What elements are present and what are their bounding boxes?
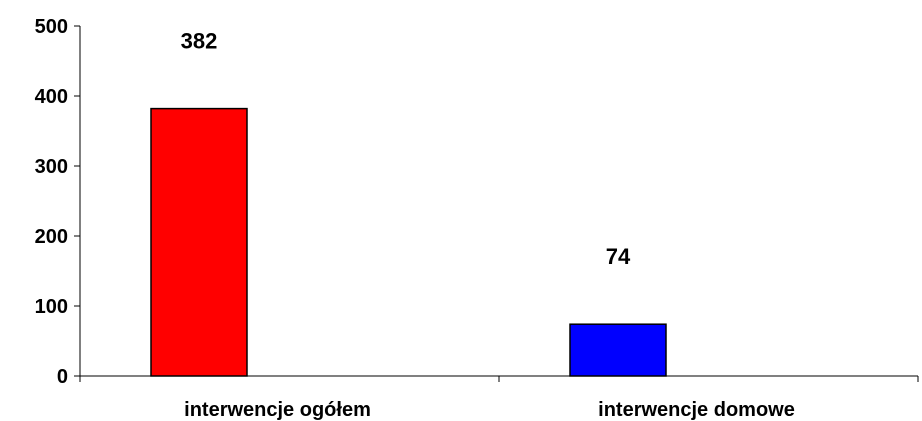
bar	[569, 323, 667, 377]
y-tick-label: 0	[57, 366, 68, 388]
y-tick-label: 400	[35, 86, 68, 108]
x-category-label: interwencje ogółem	[184, 399, 371, 421]
bar-value-label: 382	[181, 29, 218, 54]
y-tick-label: 200	[35, 226, 68, 248]
y-tick-label: 100	[35, 296, 68, 318]
bar	[150, 107, 248, 377]
x-category-label: interwencje domowe	[598, 399, 795, 421]
data-labels: 382 74	[181, 29, 631, 270]
y-tick-label: 300	[35, 156, 68, 178]
y-axis: 0 100 200 300 400 500	[35, 16, 81, 388]
x-axis: interwencje ogółem interwencje domowe	[79, 375, 919, 421]
bars	[150, 107, 667, 377]
y-tick-label: 500	[35, 16, 68, 38]
bar-value-label: 74	[606, 244, 631, 269]
